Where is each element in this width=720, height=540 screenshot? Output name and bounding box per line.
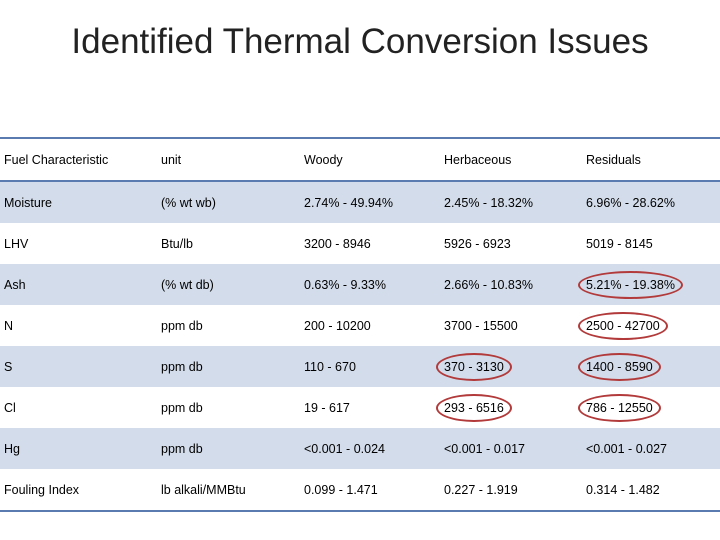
cell-unit: (% wt db) <box>161 277 214 292</box>
cell-fuel-characteristic: S <box>4 359 13 374</box>
table-row: Hg ppm db <0.001 - 0.024 <0.001 - 0.017 <0.0… <box>0 428 720 469</box>
cell-residuals: 1400 - 8590 <box>578 346 720 387</box>
header-woody: Woody <box>304 152 343 167</box>
highlighted-value: 786 - 12550 <box>578 393 661 422</box>
cell-woody: 0.099 - 1.471 <box>304 482 378 497</box>
cell-woody: <0.001 - 0.024 <box>304 441 385 456</box>
cell-fuel-characteristic: Moisture <box>4 195 52 210</box>
cell-woody: 110 - 670 <box>304 359 356 374</box>
highlighted-value: 370 - 3130 <box>436 352 512 381</box>
table-row: Ash (% wt db) 0.63% - 9.33% 2.66% - 10.83% 5… <box>0 264 720 305</box>
table-row: Moisture (% wt wb) 2.74% - 49.94% 2.45% - 1… <box>0 181 720 223</box>
header-row: Fuel Characteristic unit Woody Herbaceou… <box>0 138 720 181</box>
header-residuals: Residuals <box>586 152 641 167</box>
table-row: Fouling Index lb alkali/MMBtu 0.099 - 1.47… <box>0 469 720 511</box>
cell-herbaceous: <0.001 - 0.017 <box>444 441 525 456</box>
cell-herbaceous: 5926 - 6923 <box>444 236 511 251</box>
fuel-characteristics-table: Fuel Characteristic unit Woody Herbaceou… <box>0 137 720 512</box>
cell-fuel-characteristic: LHV <box>4 236 29 251</box>
cell-herbaceous: 0.227 - 1.919 <box>444 482 518 497</box>
highlighted-value: 5.21% - 19.38% <box>578 270 683 299</box>
cell-unit: ppm db <box>161 441 203 456</box>
table-row: Cl ppm db 19 - 617 293 - 6516 786 - 12550 <box>0 387 720 428</box>
cell-residuals: 6.96% - 28.62% <box>586 195 675 210</box>
cell-unit: ppm db <box>161 400 203 415</box>
highlighted-value: 2500 - 42700 <box>578 311 668 340</box>
cell-unit: ppm db <box>161 318 203 333</box>
cell-woody: 0.63% - 9.33% <box>304 277 386 292</box>
cell-unit: ppm db <box>161 359 203 374</box>
cell-residuals: 0.314 - 1.482 <box>586 482 660 497</box>
slide-title: Identified Thermal Conversion Issues <box>71 22 649 61</box>
cell-fuel-characteristic: Fouling Index <box>4 482 80 497</box>
cell-fuel-characteristic: Cl <box>4 400 16 415</box>
cell-residuals: 5.21% - 19.38% <box>578 264 720 305</box>
highlighted-value: 1400 - 8590 <box>578 352 661 381</box>
cell-woody: 2.74% - 49.94% <box>304 195 393 210</box>
cell-woody: 200 - 10200 <box>304 318 371 333</box>
cell-herbaceous: 370 - 3130 <box>436 346 582 387</box>
table-body: Moisture (% wt wb) 2.74% - 49.94% 2.45% - 1… <box>0 181 720 511</box>
cell-unit: (% wt wb) <box>161 195 216 210</box>
cell-herbaceous: 293 - 6516 <box>436 387 582 428</box>
cell-woody: 19 - 617 <box>304 400 350 415</box>
cell-fuel-characteristic: N <box>4 318 14 333</box>
cell-herbaceous: 3700 - 15500 <box>444 318 518 333</box>
cell-woody: 3200 - 8946 <box>304 236 371 251</box>
cell-fuel-characteristic: Hg <box>4 441 20 456</box>
cell-residuals: 2500 - 42700 <box>578 305 720 346</box>
cell-residuals: 5019 - 8145 <box>586 236 653 251</box>
header-herbaceous: Herbaceous <box>444 152 512 167</box>
table-header: Fuel Characteristic unit Woody Herbaceou… <box>0 138 720 181</box>
header-fuel-characteristic: Fuel Characteristic <box>4 152 109 167</box>
header-unit: unit <box>161 152 182 167</box>
cell-herbaceous: 2.66% - 10.83% <box>444 277 533 292</box>
cell-residuals: <0.001 - 0.027 <box>586 441 667 456</box>
fuel-characteristics-table-container: Fuel Characteristic unit Woody Herbaceou… <box>0 137 720 512</box>
table-row: LHV Btu/lb 3200 - 8946 5926 - 6923 5019 - 81… <box>0 223 720 264</box>
cell-fuel-characteristic: Ash <box>4 277 26 292</box>
cell-unit: lb alkali/MMBtu <box>161 482 246 497</box>
cell-residuals: 786 - 12550 <box>578 387 720 428</box>
cell-herbaceous: 2.45% - 18.32% <box>444 195 533 210</box>
highlighted-value: 293 - 6516 <box>436 393 512 422</box>
cell-unit: Btu/lb <box>161 236 193 251</box>
